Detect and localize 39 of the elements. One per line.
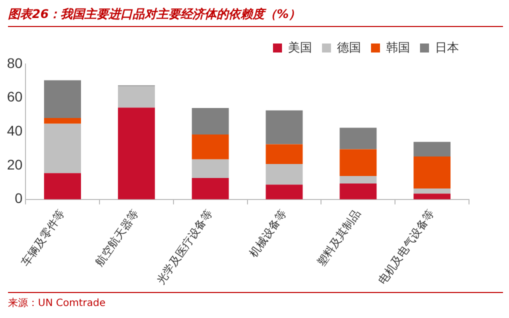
bar	[340, 176, 377, 184]
chart-title: 图表26：我国主要进口品对主要经济体的依赖度（%）	[8, 6, 503, 27]
bar	[266, 164, 303, 185]
bar	[44, 124, 81, 174]
bar	[340, 149, 377, 176]
bar	[44, 118, 81, 124]
bar	[118, 86, 155, 108]
bar	[340, 128, 377, 150]
bar	[44, 173, 81, 200]
x-tick-label: 机械设备等	[246, 207, 290, 260]
y-tick-label: 80	[6, 54, 23, 71]
x-tick-label: 塑料及其制品	[314, 207, 364, 269]
bar	[118, 108, 155, 200]
y-tick-label: 40	[6, 122, 23, 139]
y-tick-label: 20	[6, 156, 23, 172]
bar	[266, 184, 303, 200]
legend-label: 日本	[435, 40, 459, 54]
x-tick-label: 车辆及零件等	[18, 207, 68, 269]
bar	[192, 159, 229, 178]
source-note: 来源：UN Comtrade	[8, 292, 503, 310]
bar	[192, 134, 229, 160]
y-tick-label: 60	[6, 88, 23, 105]
x-tick-label: 光学及医疗设备等	[154, 207, 216, 287]
bar	[192, 178, 229, 200]
bar	[266, 110, 303, 144]
bar	[414, 188, 451, 194]
bar	[192, 108, 229, 135]
bar	[44, 80, 81, 118]
bar	[414, 194, 451, 200]
x-tick-label: 电机及电气设备等	[376, 207, 437, 287]
bar	[414, 142, 451, 157]
bar	[340, 183, 377, 200]
legend-label: 韩国	[386, 40, 410, 54]
bar	[266, 144, 303, 164]
bar	[414, 156, 451, 189]
x-tick-label: 航空航天器等	[92, 207, 142, 269]
y-tick-label: 0	[14, 190, 23, 206]
legend-label: 美国	[288, 40, 312, 54]
legend-label: 德国	[337, 40, 361, 54]
